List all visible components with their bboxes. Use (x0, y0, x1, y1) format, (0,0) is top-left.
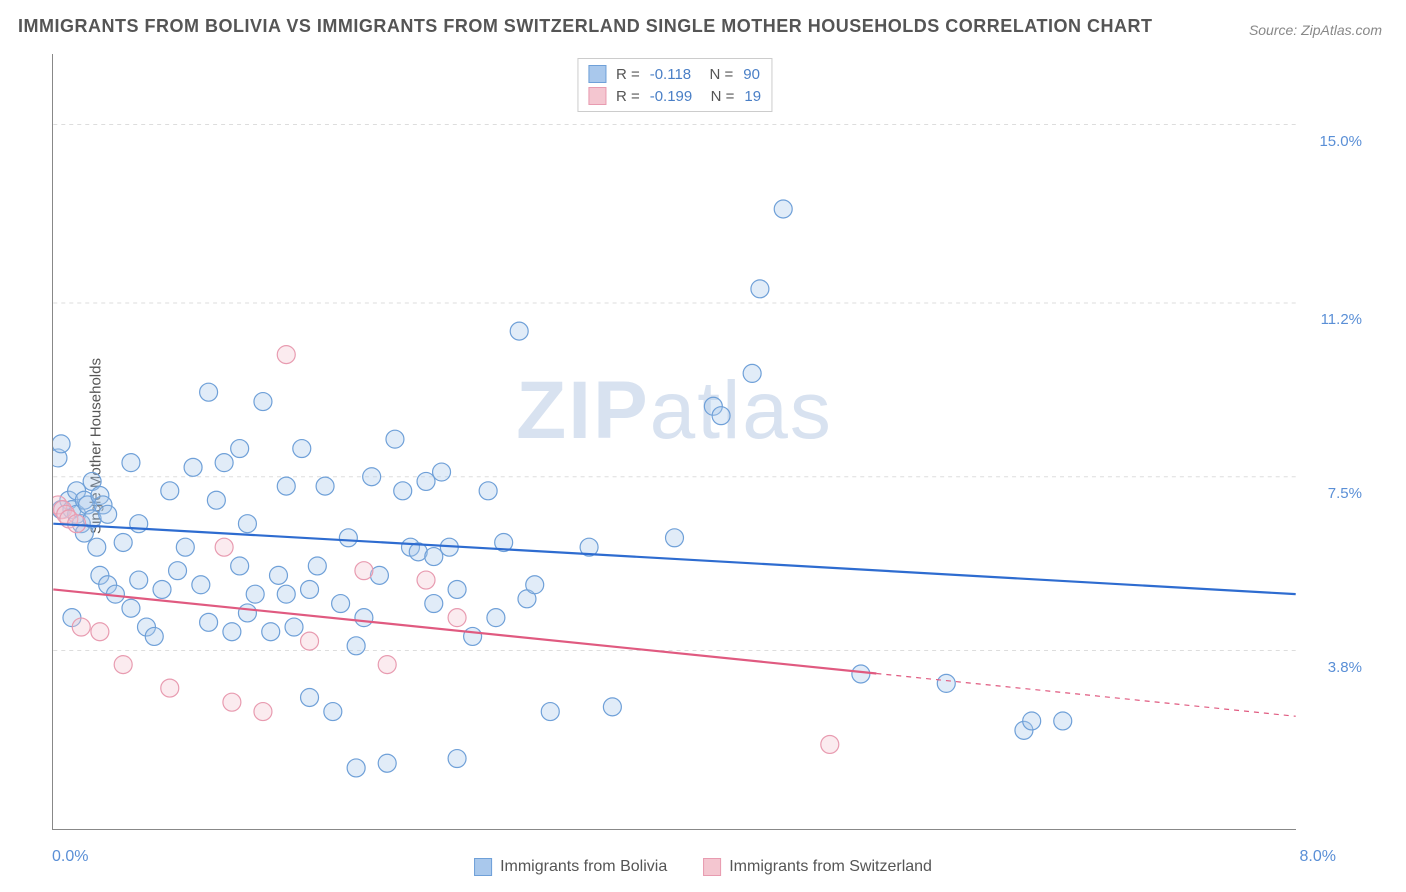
plot-area: ZIPatlas R = -0.118 N = 90 R = -0.199 N … (52, 54, 1296, 830)
r-value-switzerland: -0.199 (650, 88, 693, 105)
y-tick-label: 11.2% (1321, 311, 1362, 328)
chart-title: IMMIGRANTS FROM BOLIVIA VS IMMIGRANTS FR… (18, 16, 1152, 37)
n-value-bolivia: 90 (743, 66, 760, 83)
x-axis-min-label: 0.0% (52, 848, 88, 866)
n-value-switzerland: 19 (744, 88, 761, 105)
n-label: N = (702, 88, 734, 105)
correlation-legend: R = -0.118 N = 90 R = -0.199 N = 19 (577, 58, 772, 112)
chart-svg (53, 54, 1296, 829)
source-credit: Source: ZipAtlas.com (1249, 22, 1382, 38)
swatch-switzerland-icon (703, 858, 721, 876)
r-label: R = (616, 88, 640, 105)
legend-row-bolivia: R = -0.118 N = 90 (588, 63, 761, 85)
swatch-switzerland (588, 87, 606, 105)
legend-item-bolivia: Immigrants from Bolivia (474, 858, 667, 876)
r-value-bolivia: -0.118 (650, 66, 691, 83)
n-label: N = (701, 66, 733, 83)
legend-item-switzerland: Immigrants from Switzerland (703, 858, 932, 876)
x-axis-max-label: 8.0% (1300, 848, 1336, 866)
legend-label-switzerland: Immigrants from Switzerland (729, 858, 932, 876)
swatch-bolivia-icon (474, 858, 492, 876)
legend-label-bolivia: Immigrants from Bolivia (500, 858, 667, 876)
swatch-bolivia (588, 65, 606, 83)
y-tick-label: 7.5% (1328, 485, 1362, 502)
r-label: R = (616, 66, 640, 83)
y-tick-label: 15.0% (1319, 133, 1362, 150)
series-legend: Immigrants from Bolivia Immigrants from … (474, 858, 932, 876)
y-tick-label: 3.8% (1328, 659, 1362, 676)
legend-row-switzerland: R = -0.199 N = 19 (588, 85, 761, 107)
